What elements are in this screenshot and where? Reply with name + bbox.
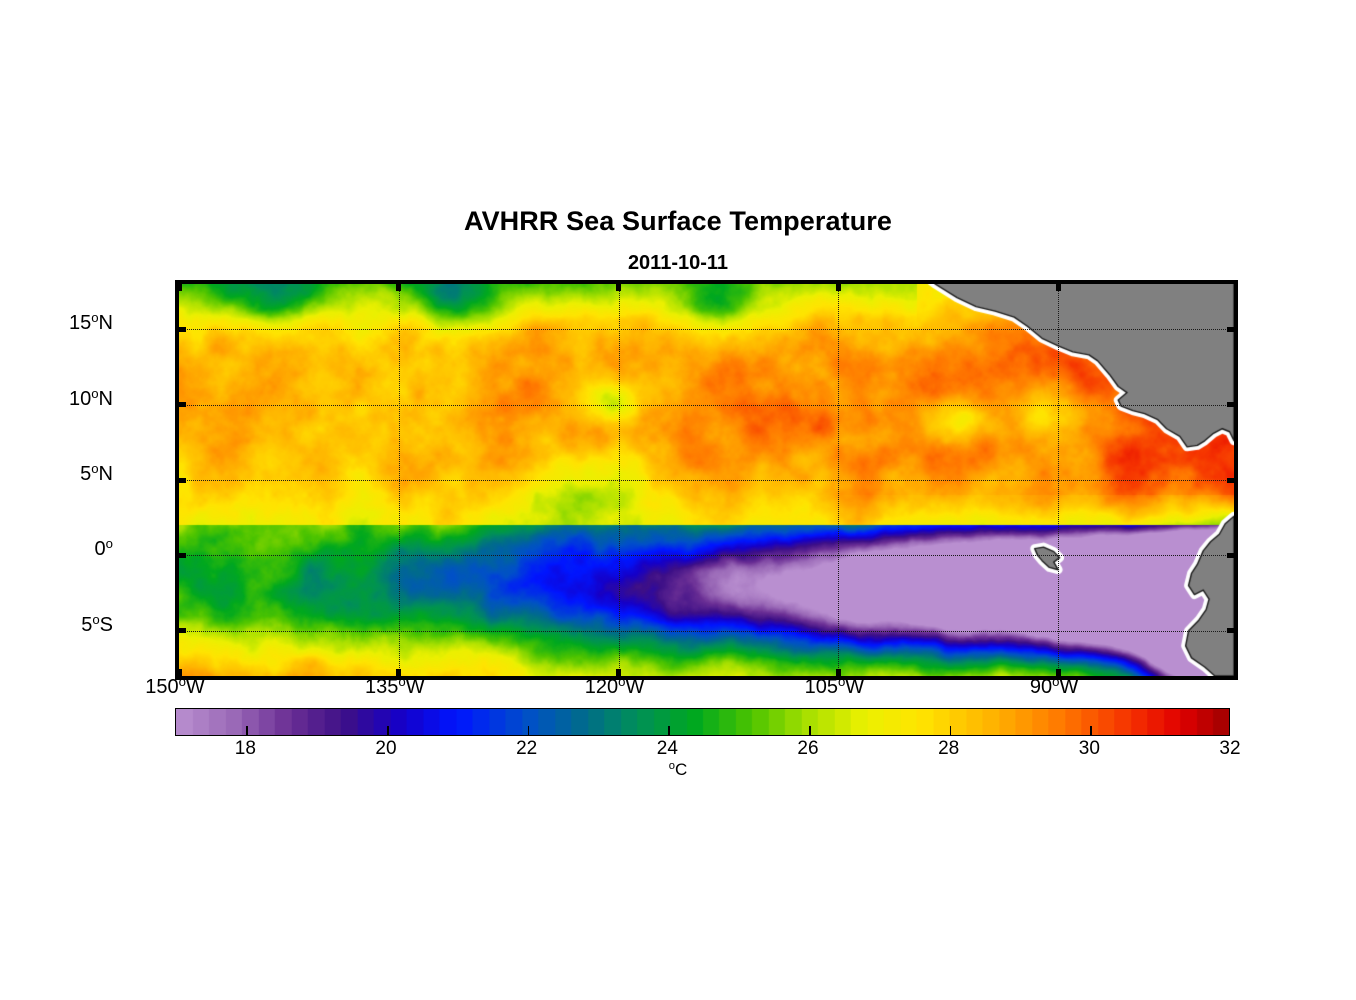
x-axis-tick-label: 150oW bbox=[145, 674, 205, 698]
colorbar-tick-label: 18 bbox=[234, 738, 256, 759]
x-tick-bottom bbox=[835, 669, 841, 680]
colorbar-unit-label: oC bbox=[0, 760, 1356, 780]
y-axis-tick-label: 5oS bbox=[81, 611, 113, 636]
colorbar-tick-label: 26 bbox=[797, 738, 819, 759]
x-axis-tick-label: 120oW bbox=[584, 674, 645, 698]
x-tick-bottom bbox=[176, 669, 182, 680]
y-tick-left bbox=[175, 326, 186, 332]
y-axis-tick-label: 15oN bbox=[68, 310, 113, 335]
x-axis-tick-label: 105oW bbox=[804, 674, 865, 698]
colorbar-tick-label: 20 bbox=[375, 738, 397, 759]
y-tick-right bbox=[1227, 402, 1238, 408]
colorbar-tick bbox=[387, 726, 389, 735]
y-tick-right bbox=[1227, 552, 1238, 558]
x-tick-top bbox=[396, 280, 402, 291]
colorbar-tick bbox=[527, 726, 530, 735]
x-tick-top bbox=[835, 280, 841, 291]
y-axis-tick-label: 10oN bbox=[68, 385, 113, 410]
colorbar-tick-label: 32 bbox=[1219, 738, 1241, 759]
colorbar[interactable] bbox=[175, 708, 1230, 736]
y-tick-right bbox=[1227, 477, 1238, 483]
page-title: AVHRR Sea Surface Temperature bbox=[463, 206, 893, 236]
colorbar-tick bbox=[1090, 726, 1092, 735]
x-tick-bottom bbox=[616, 669, 622, 680]
colorbar-tick-label: 30 bbox=[1078, 738, 1100, 759]
y-tick-left bbox=[175, 402, 186, 408]
colorbar-tick bbox=[668, 726, 670, 735]
y-tick-right bbox=[1227, 628, 1238, 634]
y-axis-tick-label: 5oN bbox=[80, 461, 113, 485]
colorbar-tick bbox=[949, 726, 952, 735]
y-tick-left bbox=[175, 552, 186, 558]
y-tick-left bbox=[175, 628, 186, 634]
colorbar-tick-label: 24 bbox=[656, 738, 678, 759]
x-axis-tick-label: 90oW bbox=[1029, 674, 1079, 698]
y-tick-right bbox=[1227, 326, 1238, 332]
x-tick-bottom bbox=[396, 669, 402, 680]
x-tick-top bbox=[616, 280, 622, 291]
colorbar-tick-label: 28 bbox=[938, 738, 960, 759]
x-tick-bottom bbox=[1055, 669, 1061, 680]
colorbar-gradient bbox=[176, 709, 1229, 735]
colorbar-unit-text: oC bbox=[668, 760, 688, 779]
figure-subtitle-date: 2011-10-11 bbox=[627, 252, 729, 274]
x-tick-top bbox=[176, 280, 182, 291]
colorbar-tick bbox=[809, 726, 811, 735]
colorbar-tick bbox=[246, 726, 248, 735]
x-tick-top bbox=[1055, 280, 1061, 291]
x-axis-tick-label: 135oW bbox=[364, 674, 425, 698]
map-plot-area[interactable] bbox=[175, 280, 1238, 680]
colorbar-tick-label: 22 bbox=[516, 738, 538, 759]
y-tick-left bbox=[175, 477, 186, 483]
sst-heatmap-canvas bbox=[179, 284, 1234, 676]
y-axis-tick-label: 0o bbox=[94, 536, 113, 561]
